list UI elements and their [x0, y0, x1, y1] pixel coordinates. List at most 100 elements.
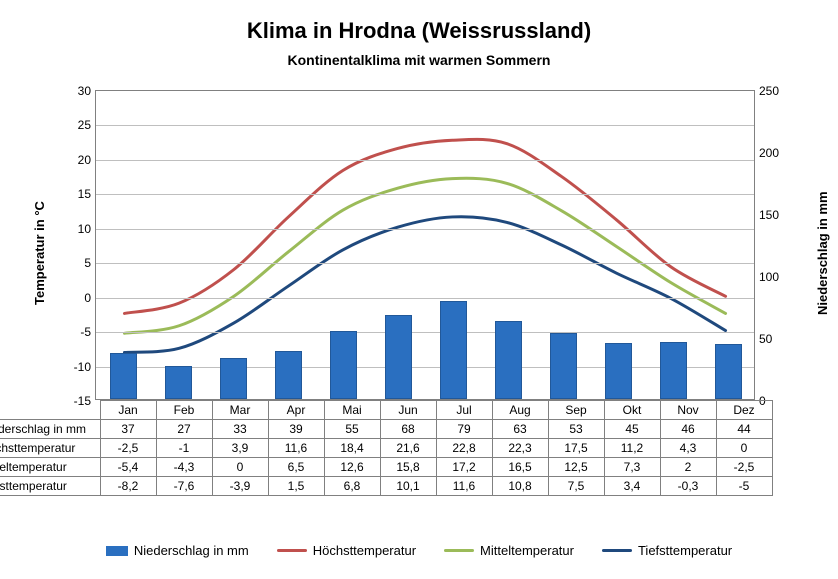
cell: 7,5 — [548, 477, 604, 496]
cell: 12,6 — [324, 458, 380, 477]
legend-label: Mitteltemperatur — [480, 543, 574, 558]
y-tick-right: 50 — [759, 332, 789, 346]
cell: 6,5 — [268, 458, 324, 477]
cell: -4,3 — [156, 458, 212, 477]
y-axis-left-label: Temperatur in °C — [32, 201, 47, 305]
cell: 0 — [716, 439, 772, 458]
y-tick-left: -5 — [61, 325, 91, 339]
cell: 12,5 — [548, 458, 604, 477]
month-header: Mar — [212, 401, 268, 420]
cell: 11,2 — [604, 439, 660, 458]
legend-swatch-line — [444, 549, 474, 552]
y-tick-right: 150 — [759, 208, 789, 222]
legend-item: Tiefsttemperatur — [602, 543, 732, 558]
cell: 16,5 — [492, 458, 548, 477]
y-tick-left: 10 — [61, 222, 91, 236]
gridline — [96, 229, 754, 230]
cell: 27 — [156, 420, 212, 439]
cell: 39 — [268, 420, 324, 439]
gridline — [96, 194, 754, 195]
row-header: Mitteltemperatur — [0, 458, 100, 477]
cell: -5 — [716, 477, 772, 496]
legend: Niederschlag in mm Höchsttemperatur Mittel… — [0, 543, 838, 558]
cell: 18,4 — [324, 439, 380, 458]
cell: 44 — [716, 420, 772, 439]
chart-container: Klima in Hrodna (Weissrussland) Kontinen… — [0, 0, 838, 579]
y-tick-left: 5 — [61, 256, 91, 270]
month-header: Sep — [548, 401, 604, 420]
month-header: Apr — [268, 401, 324, 420]
bar — [660, 342, 687, 399]
cell: 11,6 — [436, 477, 492, 496]
line-hoch — [124, 139, 725, 313]
y-tick-left: 0 — [61, 291, 91, 305]
month-header: Aug — [492, 401, 548, 420]
cell: 11,6 — [268, 439, 324, 458]
cell: 22,3 — [492, 439, 548, 458]
month-header: Jun — [380, 401, 436, 420]
month-header: Jan — [100, 401, 156, 420]
bar — [715, 344, 742, 399]
cell: 6,8 — [324, 477, 380, 496]
cell: 1,5 — [268, 477, 324, 496]
gridline — [96, 125, 754, 126]
bar — [275, 351, 302, 399]
legend-swatch-bar — [106, 546, 128, 556]
y-axis-right-label: Niederschlag in mm — [815, 191, 830, 315]
cell: 22,8 — [436, 439, 492, 458]
cell: -2,5 — [100, 439, 156, 458]
cell: 3,9 — [212, 439, 268, 458]
legend-swatch-line — [602, 549, 632, 552]
bar — [165, 366, 192, 399]
month-header: Okt — [604, 401, 660, 420]
month-header: Feb — [156, 401, 212, 420]
y-tick-left: 30 — [61, 84, 91, 98]
cell: 3,4 — [604, 477, 660, 496]
cell: 53 — [548, 420, 604, 439]
cell: 2 — [660, 458, 716, 477]
cell: -8,2 — [100, 477, 156, 496]
cell: 4,3 — [660, 439, 716, 458]
cell: 33 — [212, 420, 268, 439]
legend-label: Höchsttemperatur — [313, 543, 416, 558]
legend-item: Mitteltemperatur — [444, 543, 574, 558]
cell: -7,6 — [156, 477, 212, 496]
bar — [495, 321, 522, 399]
y-tick-right: 200 — [759, 146, 789, 160]
bar — [605, 343, 632, 399]
month-header: Dez — [716, 401, 772, 420]
legend-item: Niederschlag in mm — [106, 543, 249, 558]
legend-label: Tiefsttemperatur — [638, 543, 732, 558]
cell: -0,3 — [660, 477, 716, 496]
cell: 7,3 — [604, 458, 660, 477]
cell: 10,8 — [492, 477, 548, 496]
cell: 45 — [604, 420, 660, 439]
month-header: Jul — [436, 401, 492, 420]
plot-area: -15-10-5051015202530050100150200250 — [95, 90, 755, 400]
cell: 46 — [660, 420, 716, 439]
cell: 10,1 — [380, 477, 436, 496]
bar — [440, 301, 467, 399]
bar — [550, 333, 577, 399]
y-tick-left: -10 — [61, 360, 91, 374]
cell: 17,2 — [436, 458, 492, 477]
y-tick-left: 25 — [61, 118, 91, 132]
month-header: Nov — [660, 401, 716, 420]
gridline — [96, 160, 754, 161]
cell: 55 — [324, 420, 380, 439]
bar — [385, 315, 412, 399]
row-header: Höchsttemperatur — [0, 439, 100, 458]
y-tick-right: 250 — [759, 84, 789, 98]
cell: -2,5 — [716, 458, 772, 477]
cell: 17,5 — [548, 439, 604, 458]
cell: 15,8 — [380, 458, 436, 477]
legend-item: Höchsttemperatur — [277, 543, 416, 558]
chart-title: Klima in Hrodna (Weissrussland) — [0, 18, 838, 44]
cell: 37 — [100, 420, 156, 439]
cell: -3,9 — [212, 477, 268, 496]
y-tick-left: 20 — [61, 153, 91, 167]
row-header: Niederschlag in mm — [0, 420, 100, 439]
legend-swatch-line — [277, 549, 307, 552]
y-tick-left: 15 — [61, 187, 91, 201]
month-header: Mai — [324, 401, 380, 420]
